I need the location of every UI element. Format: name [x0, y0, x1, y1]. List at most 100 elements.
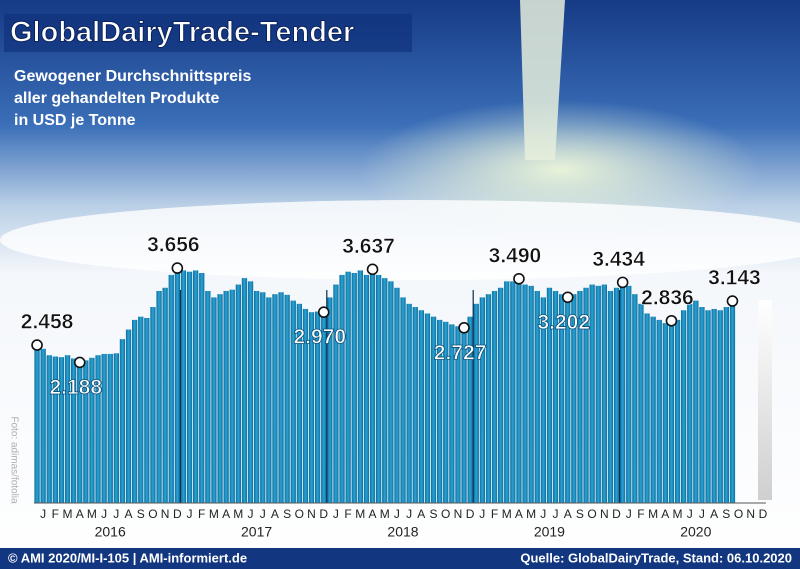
month-label: O: [295, 507, 304, 521]
bar: [223, 290, 229, 503]
milk-surface: [0, 200, 800, 280]
month-label: F: [637, 507, 644, 521]
bar: [711, 308, 717, 503]
bar: [95, 355, 101, 503]
bar: [522, 284, 528, 503]
bar: [473, 303, 479, 503]
marker: [616, 276, 629, 289]
month-label: M: [502, 507, 512, 521]
bar: [107, 353, 113, 503]
footer-band: [0, 548, 800, 569]
month-label: A: [368, 507, 376, 521]
bar: [58, 357, 65, 503]
bar: [626, 285, 632, 503]
bar: [174, 268, 180, 503]
bar: [357, 270, 363, 503]
bar: [638, 303, 644, 503]
month-label: J: [406, 507, 412, 521]
month-label: F: [491, 507, 498, 521]
month-label: A: [515, 507, 523, 521]
bar: [449, 324, 455, 503]
bar: [723, 307, 729, 503]
month-label: S: [722, 507, 730, 521]
bar: [382, 278, 388, 503]
bar: [620, 282, 626, 503]
month-label: J: [248, 507, 254, 521]
bar: [144, 317, 150, 503]
month-label: J: [553, 507, 559, 521]
title-band: [4, 14, 412, 52]
month-label: M: [355, 507, 365, 521]
bar: [205, 290, 211, 503]
marker: [726, 295, 739, 307]
bar: [455, 326, 461, 503]
bar: [424, 313, 431, 503]
bar: [461, 327, 467, 503]
month-label: M: [648, 507, 658, 521]
bar: [199, 272, 205, 503]
footer-left: © AMI 2020/MI-I-105 | AMI-informiert.de: [8, 550, 247, 565]
month-label: M: [673, 507, 683, 521]
bar: [89, 357, 95, 503]
bar: [321, 312, 327, 503]
bar: [247, 281, 254, 503]
value-label: 3.434: [592, 248, 645, 271]
month-label: J: [626, 507, 632, 521]
month-label: F: [344, 507, 351, 521]
bar: [559, 294, 565, 503]
month-label: J: [101, 507, 107, 521]
month-label: M: [233, 507, 243, 521]
bar: [546, 287, 553, 503]
bar: [650, 316, 656, 503]
bar: [485, 294, 492, 503]
month-label: J: [699, 507, 705, 521]
value-label: 3.637: [342, 235, 395, 258]
marker: [513, 272, 525, 285]
bar: [217, 294, 223, 503]
value-label: 2.458: [21, 311, 74, 334]
fade-bar: [758, 300, 772, 500]
bar: [632, 294, 638, 503]
bar: [430, 316, 437, 503]
month-label: J: [40, 507, 46, 521]
month-label: S: [429, 507, 437, 521]
month-label: A: [222, 507, 230, 521]
bar: [400, 297, 406, 503]
bar: [327, 297, 333, 503]
marker: [73, 356, 86, 369]
month-label: O: [587, 507, 596, 521]
bar: [656, 319, 662, 503]
bar: [241, 278, 248, 503]
bar: [491, 290, 498, 503]
month-label: S: [137, 507, 145, 521]
value-label: 3.202: [537, 311, 590, 334]
bar: [674, 319, 681, 503]
marker: [665, 314, 678, 327]
bar: [64, 355, 71, 503]
value-label: 3.143: [708, 267, 761, 290]
bar: [77, 362, 83, 503]
bar: [369, 269, 376, 503]
bar: [693, 300, 699, 503]
month-label: M: [380, 507, 390, 521]
bar: [150, 307, 156, 503]
bar: [101, 353, 107, 503]
bar: [412, 307, 418, 503]
bar: [186, 271, 193, 503]
month-label: D: [319, 507, 328, 521]
bar: [668, 320, 675, 503]
marker: [31, 339, 43, 351]
month-label: A: [417, 507, 425, 521]
bar: [351, 272, 357, 503]
year-label: 2020: [680, 524, 711, 540]
month-label: J: [687, 507, 693, 521]
month-label: O: [734, 507, 743, 521]
bar: [308, 312, 315, 503]
milk-stream: [520, 0, 565, 160]
subtitle: aller gehandelten Produkte: [14, 90, 219, 107]
month-label: D: [612, 507, 621, 521]
bar: [498, 287, 504, 503]
bar: [607, 290, 614, 503]
month-label: N: [454, 507, 463, 521]
month-label: F: [52, 507, 59, 521]
